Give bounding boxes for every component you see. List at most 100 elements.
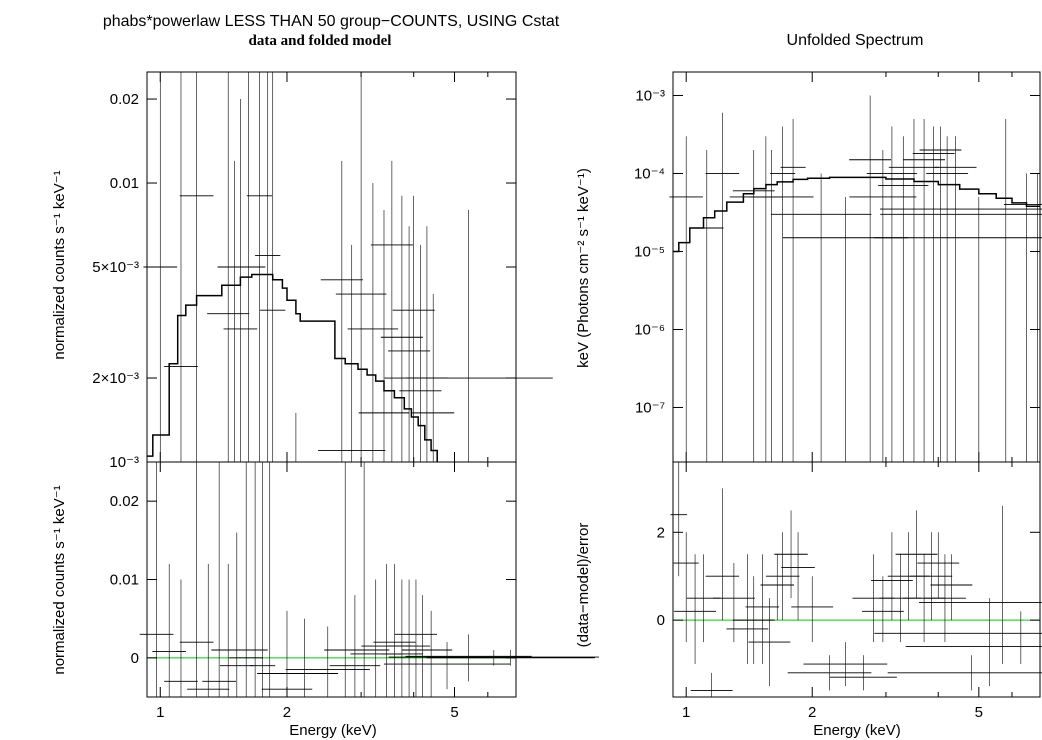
unfolded-data-point	[849, 95, 892, 462]
residuals_right-data-point	[760, 554, 794, 621]
right-title: Unfolded Spectrum	[787, 32, 924, 49]
residuals_right-data-point	[803, 642, 888, 687]
residuals_right-data-point	[791, 576, 834, 643]
unfolded-data-point	[934, 136, 977, 462]
unfolded-data-point	[849, 150, 917, 462]
residuals_left-xtick-label: 2	[283, 704, 291, 721]
residuals_left-data-point	[388, 579, 431, 697]
residuals_left-xtick-label: 5	[450, 704, 458, 721]
unfolded-data-point	[919, 126, 962, 462]
residuals_right-ytick-label: 2	[657, 524, 665, 541]
unfolded-data-point	[880, 118, 1042, 462]
folded-data-point	[217, 160, 252, 462]
unfolded-data-point	[770, 173, 872, 462]
residuals_right-data-point	[829, 655, 897, 691]
folded-data-point	[335, 72, 387, 462]
unfolded-data-point	[926, 136, 969, 462]
residuals_right-data-point	[910, 532, 953, 621]
folded-data-point	[245, 412, 347, 463]
unfolded-ytick-label: 10⁻⁷	[635, 399, 665, 416]
left-subtitle: data and folded model	[249, 33, 392, 49]
folded-data-point	[370, 160, 413, 462]
residuals_right-data-point	[787, 655, 872, 691]
residuals_left-data-point	[410, 610, 453, 697]
residuals_left-data-point	[285, 626, 370, 697]
residuals_left-data-point	[394, 579, 438, 697]
residuals_right-data-point	[774, 510, 808, 599]
residuals_left-data-point	[361, 563, 412, 697]
right-residuals-panel: 0 2 1 2 5	[657, 461, 1042, 721]
residuals_right-data-point	[712, 563, 755, 643]
residuals_left-frame	[146, 461, 517, 698]
residuals_right-xtick-label: 5	[975, 704, 983, 721]
residuals_right-data-point	[690, 672, 733, 697]
left-title: phabs*powerlaw LESS THAN 50 group−COUNTS…	[103, 13, 560, 30]
residuals_left-data-point	[242, 462, 268, 697]
residuals_right-xtick-label: 2	[808, 704, 816, 721]
residuals_left-data-point	[338, 462, 390, 697]
unfolded-data-point	[690, 150, 724, 462]
residuals_left-data-point	[373, 563, 416, 697]
left-xlabel: Energy (keV)	[289, 722, 377, 739]
unfolded-data-point	[780, 118, 806, 462]
residuals_left-data-point	[164, 579, 198, 697]
residuals_right-data-point	[674, 554, 716, 665]
unfolded-data-point	[878, 136, 929, 462]
unfolded-data-point	[732, 150, 775, 462]
residuals_right-data-point	[748, 598, 791, 687]
residuals_left-data-point	[383, 642, 511, 690]
unfolded-data-point	[669, 136, 703, 462]
residuals_left-data-point	[350, 579, 401, 697]
folded-data-point	[318, 244, 386, 462]
residuals_right-data-point	[924, 554, 966, 643]
folded-ytick-label: 2×10⁻³	[92, 370, 139, 387]
folded-frame	[146, 71, 517, 463]
folded-ytick-label: 10⁻³	[109, 454, 139, 471]
unfolded-data-point	[866, 126, 918, 462]
unfolded-data-point	[1003, 173, 1042, 462]
residuals_left-data-point	[211, 563, 246, 697]
residuals_left-ytick-label: 0.01	[110, 572, 139, 589]
residuals_left-data-point	[202, 462, 236, 697]
folded-data-point	[223, 99, 258, 462]
residuals_right-data-point	[861, 576, 904, 643]
residuals_left-data-point	[380, 579, 423, 697]
residuals_right-data-point	[765, 532, 800, 621]
unfolded-ytick-label: 10⁻⁶	[634, 321, 665, 338]
residuals_left-data-point	[257, 462, 283, 697]
unfolded-ytick-label: 10⁻⁵	[634, 243, 665, 260]
residuals_right-data-point	[895, 510, 938, 599]
left-residuals-panel: 0 0.01 0.02 1 2 5	[110, 461, 600, 721]
residuals_right-frame	[672, 461, 1041, 698]
residuals_right-data-point	[732, 576, 775, 665]
residuals_right-data-point	[930, 554, 973, 621]
residuals_right-data-point	[726, 554, 769, 665]
residuals_left-data-point	[139, 462, 174, 697]
unfolded-data-point	[770, 126, 796, 462]
right-top-ylabel: keV (Photons cm⁻² s⁻¹ keV⁻¹)	[575, 168, 592, 368]
residuals_left-xtick-label: 1	[156, 704, 164, 721]
residuals_right-data-point	[905, 598, 1042, 687]
residuals_left-data-point	[229, 462, 264, 697]
folded-data-point	[255, 72, 281, 462]
residuals_right-ytick-label: 0	[657, 612, 665, 629]
residuals_left-data-point	[324, 462, 367, 697]
folded-data-point	[384, 210, 553, 462]
unfolded-spectrum-panel: 10⁻⁷ 10⁻⁶ 10⁻⁵ 10⁻⁴ 10⁻³	[634, 71, 1042, 463]
residuals_right-xtick-label: 1	[682, 704, 690, 721]
folded-ytick-label: 5×10⁻³	[92, 259, 139, 276]
right-xlabel: Energy (keV)	[813, 722, 901, 739]
residuals_left-data-point	[426, 650, 595, 666]
folded-data-point	[143, 72, 178, 462]
residuals_right-data-point	[918, 505, 1042, 665]
folded-data-point	[347, 183, 399, 462]
residuals_right-data-point	[670, 462, 688, 577]
folded-spectrum-panel: 10⁻³ 2×10⁻³ 5×10⁻³ 0.01 0.02	[92, 71, 553, 471]
residuals_left-data-point	[219, 532, 254, 697]
residuals_left-ytick-label: 0	[131, 650, 139, 667]
unfolded-data-point	[705, 112, 740, 462]
unfolded-data-point	[729, 150, 814, 462]
left-bottom-ylabel: normalized counts s⁻¹ keV⁻¹	[51, 485, 68, 674]
unfolded-data-point	[782, 196, 909, 462]
